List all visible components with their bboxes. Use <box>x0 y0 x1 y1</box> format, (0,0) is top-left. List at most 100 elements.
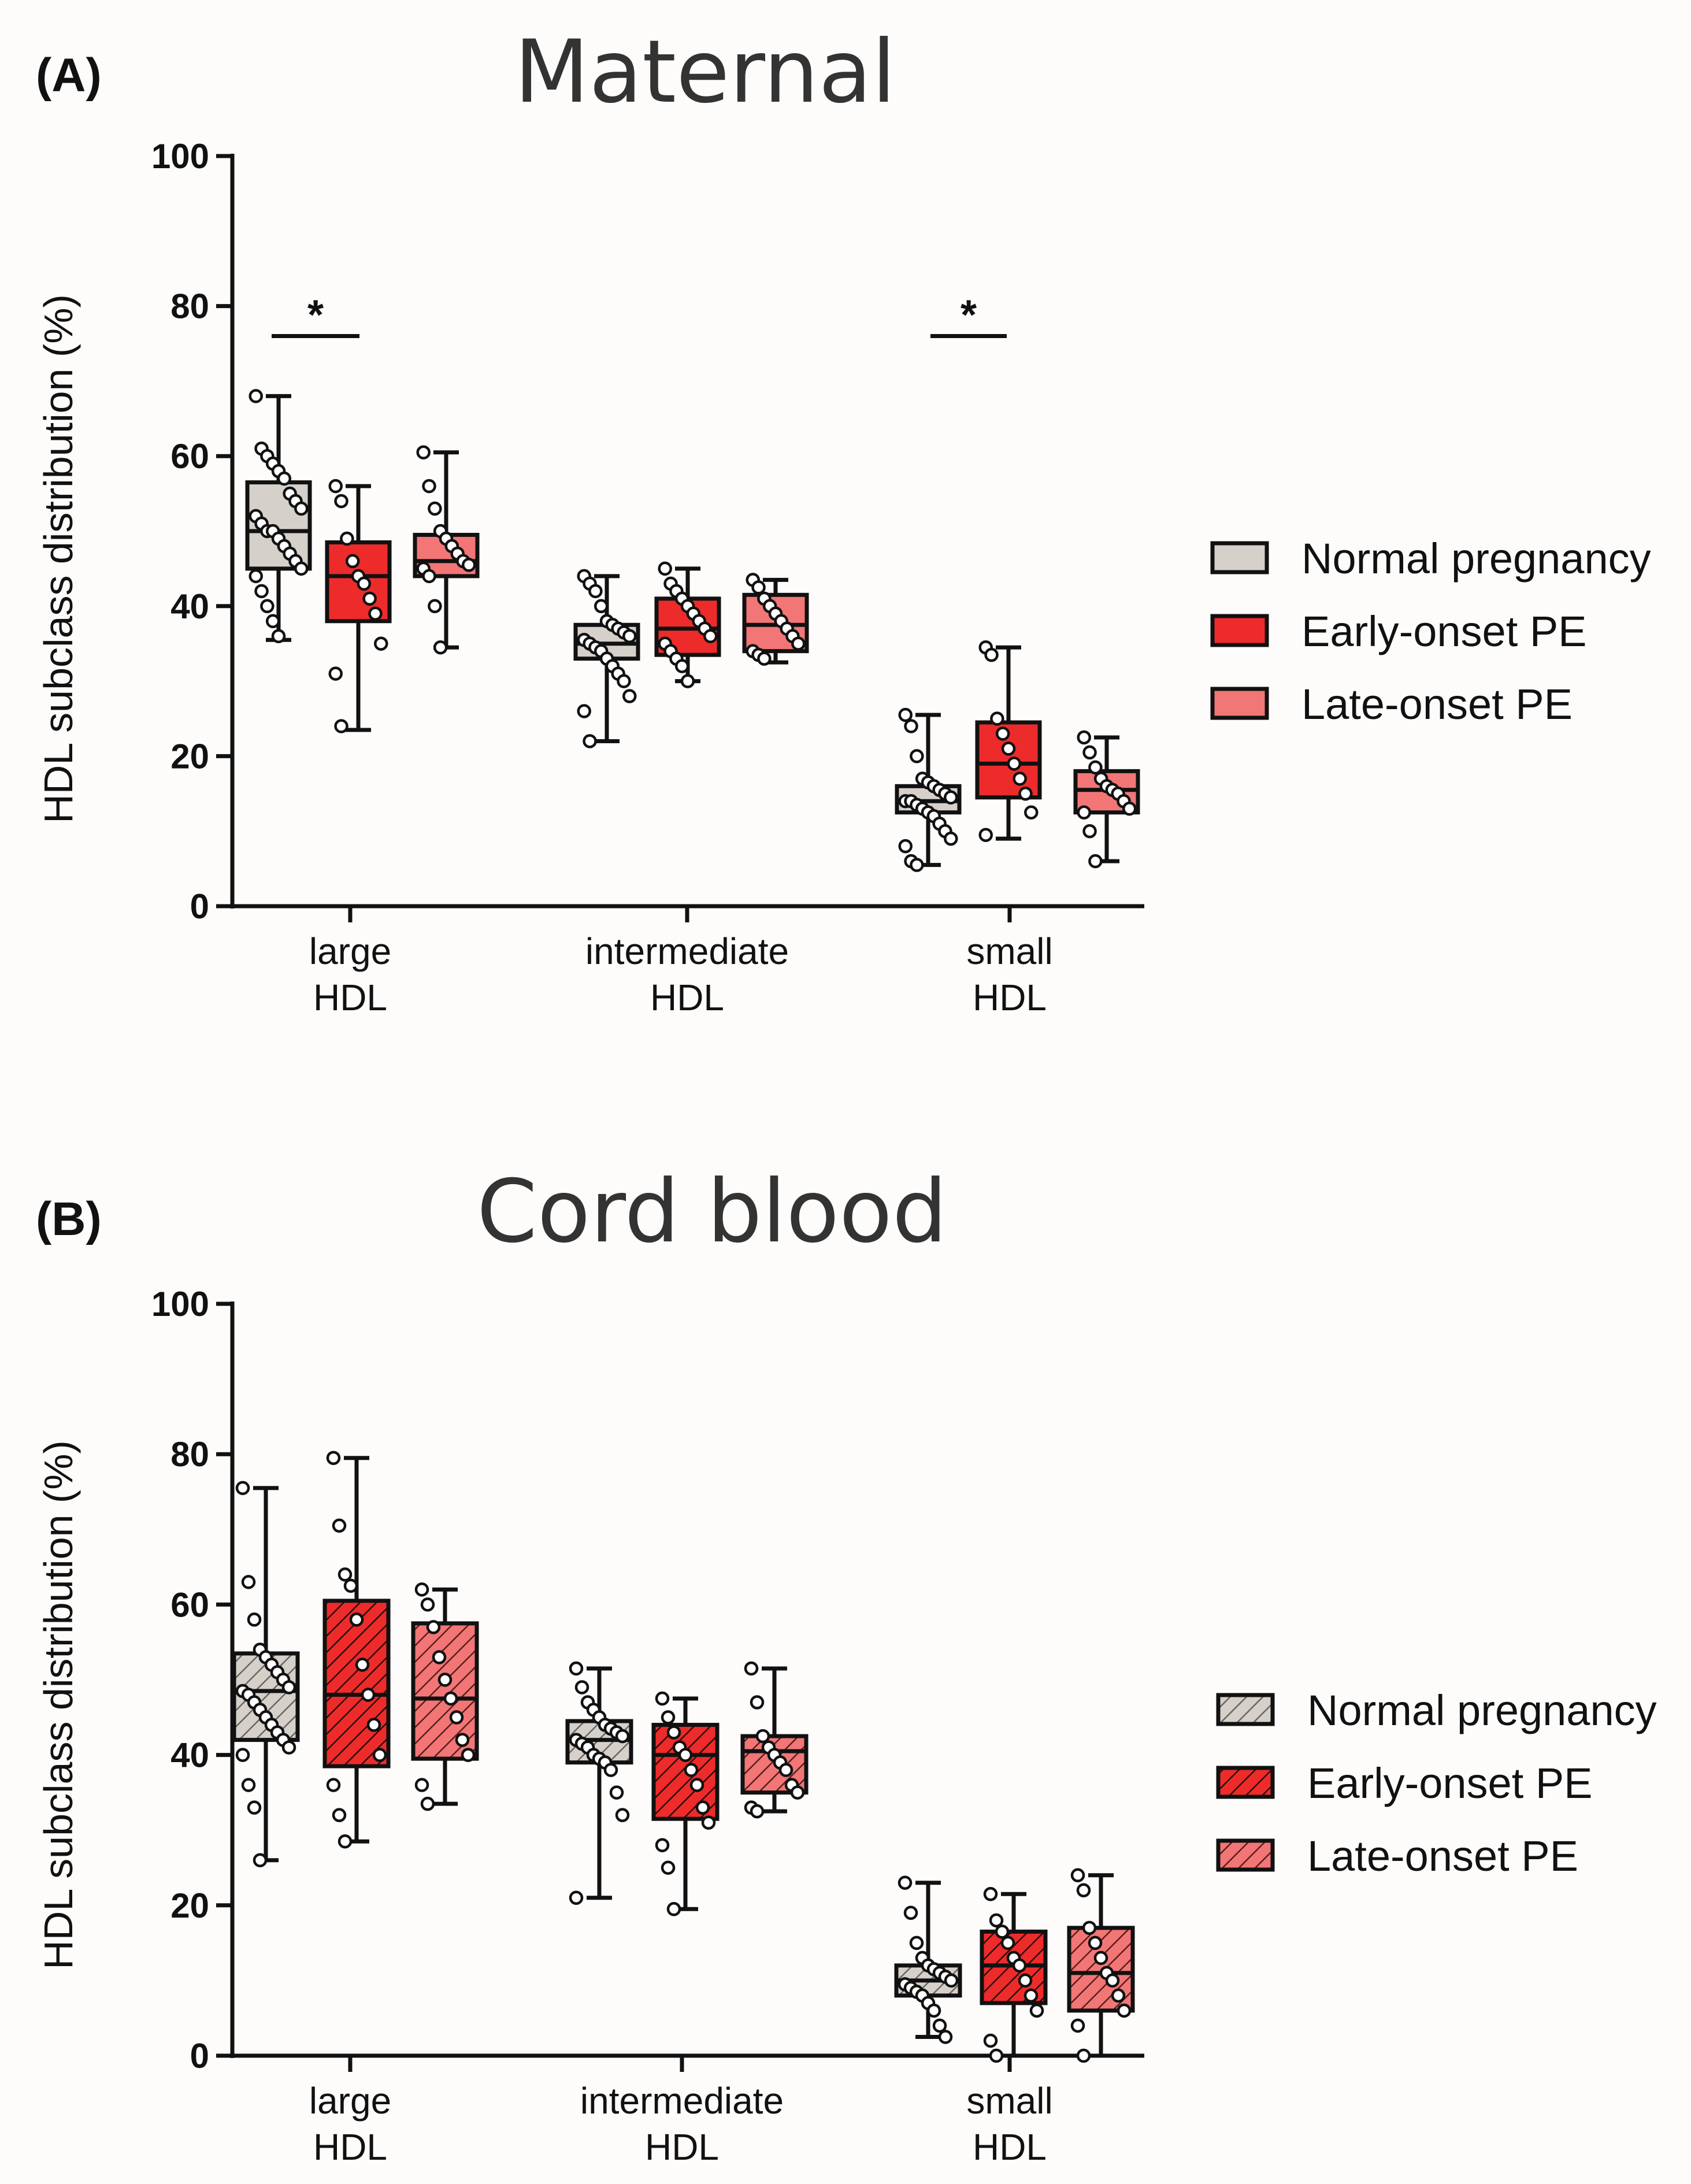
panel-b-box-normal-2 <box>894 1875 962 2044</box>
panel-a-y-tick-label: 100 <box>151 137 209 176</box>
panel-b: (B) Cord blood HDL subclass distribution… <box>36 1162 1657 2168</box>
data-point <box>247 1612 262 1627</box>
data-point <box>271 629 286 643</box>
data-point <box>294 561 309 576</box>
data-point <box>1018 787 1033 801</box>
data-point <box>569 1661 584 1676</box>
data-point <box>751 580 766 595</box>
data-point <box>1001 741 1016 756</box>
data-point <box>247 1800 262 1815</box>
legend-a-early-swatch <box>1210 614 1269 647</box>
data-point <box>609 1785 624 1800</box>
data-point <box>898 839 913 854</box>
panel-a-x-tick-label: HDL <box>973 977 1047 1018</box>
data-point <box>983 2033 998 2048</box>
legend-b-normal-label: Normal pregnancy <box>1307 1686 1657 1734</box>
data-point <box>1117 2003 1132 2018</box>
panel-b-y-tick-label: 60 <box>170 1585 209 1624</box>
data-point <box>249 569 263 584</box>
panel-b-box-normal-0 <box>232 1481 300 1867</box>
panel-a-significance-star: * <box>307 292 324 339</box>
data-point <box>926 2003 941 2018</box>
data-point <box>340 531 354 546</box>
panel-b-y-tick-label: 100 <box>151 1285 209 1323</box>
data-point <box>326 1778 341 1792</box>
data-point <box>666 1902 681 1916</box>
data-point <box>328 666 343 681</box>
panel-b-box-late-0 <box>411 1582 479 1811</box>
panel-a-x-tick-label: HDL <box>650 977 724 1018</box>
data-point <box>938 2030 953 2044</box>
panel-b-letter: (B) <box>36 1193 102 1245</box>
legend-b-late-swatch <box>1216 1838 1275 1872</box>
data-point <box>944 1973 959 1988</box>
data-point <box>594 599 609 614</box>
data-point <box>615 1808 630 1822</box>
data-point <box>326 1451 341 1465</box>
data-point <box>361 1688 376 1702</box>
data-point <box>903 1905 918 1920</box>
data-point <box>420 1597 435 1612</box>
data-point <box>1013 772 1027 786</box>
data-point <box>368 606 383 621</box>
data-point <box>910 749 924 763</box>
legend-a-normal-label: Normal pregnancy <box>1301 535 1651 583</box>
data-point <box>674 659 689 673</box>
data-point <box>755 1729 770 1744</box>
data-point <box>366 1718 381 1732</box>
panel-a-box-late-1 <box>742 573 809 666</box>
panel-b-ylabel: HDL subclass distribution (%) <box>36 1440 81 1970</box>
data-point <box>757 651 772 666</box>
data-point <box>372 1748 387 1762</box>
data-point <box>1070 1868 1085 1883</box>
data-point <box>260 599 275 614</box>
data-point <box>1077 730 1091 745</box>
data-point <box>334 719 348 733</box>
data-point <box>253 1853 268 1867</box>
data-point <box>983 1887 998 1901</box>
panel-b-y-tick-label: 80 <box>170 1435 209 1474</box>
panel-b-plot <box>232 1451 1135 2063</box>
data-point <box>1105 1973 1120 1988</box>
data-point <box>990 711 1004 726</box>
data-point <box>944 831 958 846</box>
panel-a-x-tick-label: HDL <box>313 977 387 1018</box>
data-point <box>622 689 637 703</box>
data-point <box>414 1582 429 1597</box>
panel-a-x-tick-label: large <box>309 930 391 972</box>
data-point <box>661 1710 676 1725</box>
legend-b-early-swatch <box>1216 1766 1275 1799</box>
legend-b-early-label: Early-onset PE <box>1307 1759 1593 1807</box>
panel-a-box-late-2 <box>1073 730 1140 869</box>
panel-a-letter: (A) <box>36 49 102 102</box>
panel-a-box-normal-0 <box>245 389 312 643</box>
data-point <box>374 636 388 651</box>
data-point <box>432 1650 447 1664</box>
data-point <box>426 1620 441 1634</box>
data-point <box>1088 1935 1103 1951</box>
panel-b-box-late-2 <box>1067 1868 1135 2063</box>
data-point <box>1088 760 1103 775</box>
data-point <box>655 1691 670 1706</box>
panel-b-x-tick-label: intermediate <box>580 2080 784 2122</box>
data-point <box>658 561 672 576</box>
panel-b-y-tick-label: 40 <box>170 1736 209 1775</box>
panel-b-x-tick-label: small <box>966 2080 1052 2122</box>
data-point <box>1076 1883 1091 1898</box>
data-point <box>241 1778 256 1792</box>
data-point <box>898 1875 913 1890</box>
data-point <box>1024 805 1039 820</box>
panel-a-title: Maternal <box>514 22 896 123</box>
data-point <box>362 591 377 606</box>
panel-b-x-tick-label: HDL <box>645 2126 719 2168</box>
data-point <box>904 719 918 733</box>
data-point <box>680 674 695 688</box>
data-point <box>349 1612 364 1627</box>
data-point <box>684 1763 699 1777</box>
data-point <box>655 1838 670 1852</box>
panel-b-x-tick-label: HDL <box>973 2126 1047 2168</box>
data-point <box>428 599 442 614</box>
data-point <box>695 1800 710 1815</box>
panel-b-box-normal-1 <box>565 1661 633 1905</box>
